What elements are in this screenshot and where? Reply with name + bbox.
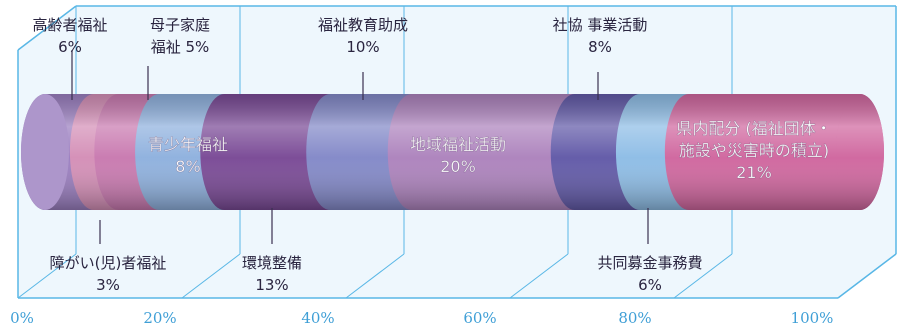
x-tick-label: 0% — [10, 309, 34, 327]
label-line: 環境整備 — [242, 254, 302, 272]
label-line: 県内配分 (福祉団体・ — [676, 119, 831, 138]
gridline-floor — [345, 253, 405, 299]
segment-shading — [664, 94, 884, 210]
x-tick-label: 60% — [463, 309, 496, 327]
label-line: 10% — [346, 38, 379, 56]
label-line: 8% — [588, 38, 612, 56]
segment-shading — [387, 94, 599, 210]
cylinder-segment — [387, 94, 599, 210]
gridline-floor — [17, 253, 77, 299]
label-line: 共同募金事務費 — [597, 254, 702, 272]
x-tick-label: 20% — [143, 309, 176, 327]
label-line: 21% — [736, 163, 772, 182]
label-line: 青少年福祉 — [148, 135, 228, 154]
x-axis-ticks: 0% 20% 40% 60% 80% 100% — [10, 309, 833, 327]
label-line: 20% — [440, 157, 476, 176]
segment-label: 環境整備 13% — [242, 208, 302, 294]
cylinder-left-cap-shade — [21, 94, 69, 210]
label-line: 高齢者福祉 — [32, 16, 107, 34]
segment-label: 福祉教育助成 10% — [318, 16, 408, 100]
x-tick-label: 100% — [791, 309, 834, 327]
x-tick-label: 80% — [618, 309, 651, 327]
frame-top-left — [17, 5, 77, 51]
label-line: 母子家庭 — [150, 16, 210, 34]
label-line: 8% — [175, 157, 200, 176]
segment-label: 地域福祉活動 20% — [410, 135, 507, 177]
cylinder-segment — [664, 94, 884, 210]
label-line: 13% — [255, 276, 288, 294]
label-line: 社協 事業活動 — [553, 16, 648, 34]
label-line: 施設や災害時の積立) — [679, 141, 829, 160]
gridline-floor — [673, 253, 733, 299]
cylinder-left-cap — [21, 94, 69, 210]
label-line: 福祉教育助成 — [318, 16, 408, 34]
label-line: 3% — [96, 276, 120, 294]
segment-label: 青少年福祉 8% — [148, 135, 229, 177]
x-tick-label: 40% — [301, 309, 334, 327]
segment-label: 社協 事業活動 8% — [553, 16, 648, 100]
gridline-floor — [837, 253, 897, 299]
segment-label: 県内配分 (福祉団体・施設や災害時の積立) 21% — [676, 119, 832, 183]
gridline-floor — [181, 253, 241, 299]
label-line: 6% — [58, 38, 82, 56]
label-line: 福祉 5% — [151, 38, 210, 56]
segment-label: 障がい(児)者福祉 3% — [50, 220, 167, 294]
gridline-floor — [509, 253, 569, 299]
segment-label: 高齢者福祉 6% — [32, 16, 108, 100]
label-line: 6% — [638, 276, 662, 294]
label-line: 地域福祉活動 — [410, 135, 506, 154]
label-line: 障がい(児)者福祉 — [50, 254, 167, 272]
segment-label: 共同募金事務費 6% — [597, 208, 703, 294]
cylinder-right-cap-shade — [836, 94, 884, 210]
cylinder-segments — [21, 94, 884, 210]
